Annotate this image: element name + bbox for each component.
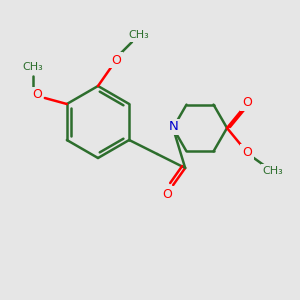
Text: O: O	[162, 188, 172, 200]
Text: O: O	[111, 53, 121, 67]
Text: CH₃: CH₃	[262, 166, 284, 176]
Text: CH₃: CH₃	[22, 62, 43, 72]
Text: CH₃: CH₃	[129, 30, 149, 40]
Text: O: O	[242, 146, 252, 158]
Text: O: O	[32, 88, 42, 101]
Text: N: N	[169, 121, 179, 134]
Text: O: O	[242, 97, 252, 110]
